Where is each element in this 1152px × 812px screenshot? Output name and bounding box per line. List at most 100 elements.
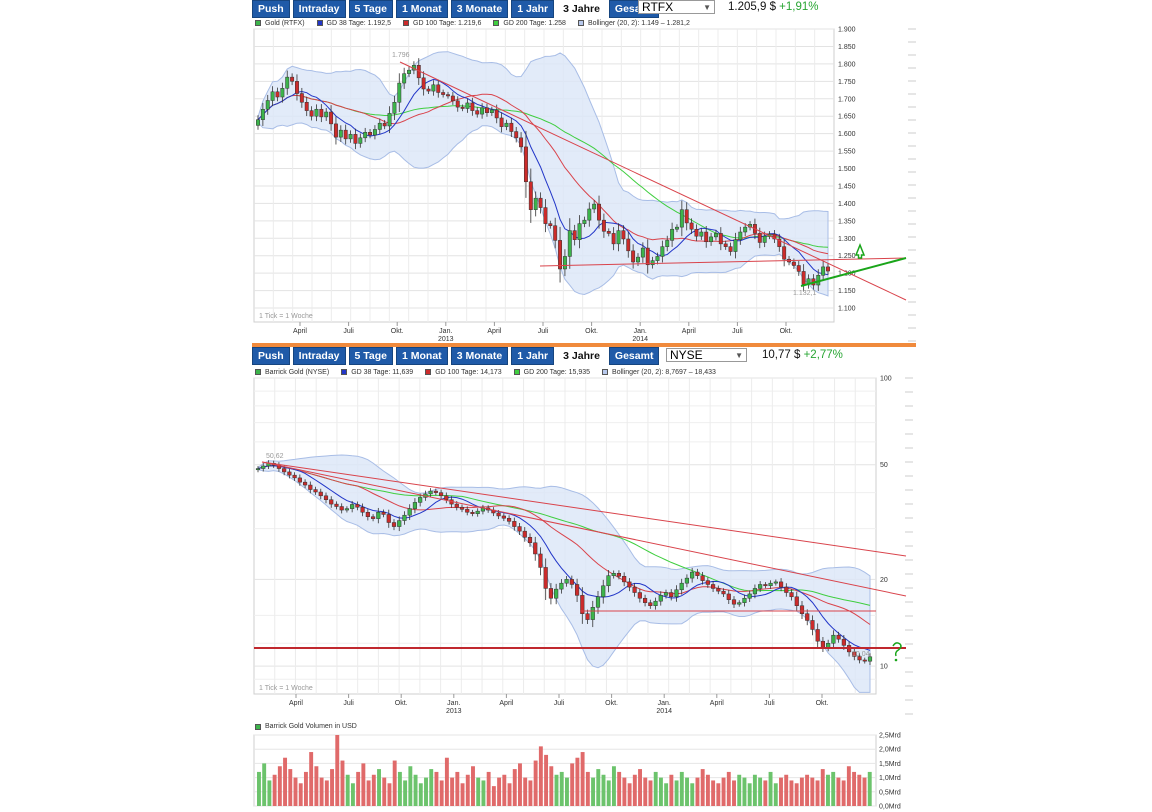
gold-button-1-jahr[interactable]: 1 Jahr <box>511 0 555 18</box>
gold-button-3-jahre[interactable]: 3 Jahre <box>557 0 606 18</box>
candle <box>606 575 611 587</box>
gd100-line <box>257 465 871 625</box>
volume-bar <box>653 771 658 806</box>
candle <box>794 596 799 606</box>
volume-bar <box>288 769 293 806</box>
volume-bar <box>622 777 627 806</box>
barrick-button-1-monat[interactable]: 1 Monat <box>396 347 448 365</box>
volume-label-text: Barrick Gold Volumen in USD <box>265 723 357 730</box>
candle <box>574 584 580 596</box>
year-label: 2014 <box>632 336 648 343</box>
candle <box>653 600 658 606</box>
candle <box>446 94 450 97</box>
volume-bar <box>460 783 465 806</box>
x-tick-label: Jan. <box>447 700 460 707</box>
candle <box>309 110 314 117</box>
candle <box>738 231 743 240</box>
volume-bar <box>267 780 272 806</box>
barrick-button-3-jahre[interactable]: 3 Jahre <box>557 347 606 365</box>
volume-bar <box>277 766 282 806</box>
candle <box>533 542 538 555</box>
gold-button-push[interactable]: Push <box>252 0 290 18</box>
chevron-down-icon: ▼ <box>735 350 743 360</box>
volume-legend-swatch <box>255 723 261 730</box>
volume-bar <box>403 780 408 806</box>
barrick-button-3-monate[interactable]: 3 Monate <box>450 347 509 365</box>
candle <box>665 240 670 247</box>
gold-exchange-select[interactable]: RTFX ▼ <box>638 0 715 14</box>
barrick-button-1-jahr[interactable]: 1 Jahr <box>511 347 555 365</box>
candle <box>421 77 426 90</box>
candle <box>290 76 295 82</box>
candle <box>709 236 714 243</box>
candle <box>512 521 517 527</box>
legend-swatch <box>513 369 520 375</box>
candle <box>611 573 616 576</box>
candle <box>718 233 723 245</box>
gold-button-intraday[interactable]: Intraday <box>292 0 346 18</box>
candle <box>577 223 582 240</box>
candle <box>710 584 716 589</box>
candle <box>559 582 564 590</box>
volume-bar <box>491 786 496 806</box>
gold-button-5-tage[interactable]: 5 Tage <box>348 0 394 18</box>
candle <box>621 230 626 240</box>
candle <box>663 592 669 596</box>
volume-bar <box>293 777 298 806</box>
candle <box>465 509 470 513</box>
volume-bar <box>862 777 867 806</box>
candle <box>862 659 867 662</box>
candle <box>606 231 611 234</box>
chevron-down-icon: ▼ <box>703 2 711 12</box>
candle <box>475 510 480 514</box>
candle <box>713 233 718 238</box>
barrick-button-gesamt[interactable]: Gesamt <box>608 347 660 365</box>
legend-item: Gold (RTFX) <box>255 20 305 27</box>
candle <box>350 504 355 509</box>
barrick-button-push[interactable]: Push <box>252 347 290 365</box>
candle <box>799 605 805 614</box>
candle <box>632 586 637 593</box>
y-tick-label: 1.800 <box>838 61 856 68</box>
barrick-button-5-tage[interactable]: 5 Tage <box>348 347 394 365</box>
candle <box>743 226 748 233</box>
candle <box>329 499 334 505</box>
candle <box>762 235 767 243</box>
gold-button-3-monate[interactable]: 3 Monate <box>450 0 509 18</box>
gold-button-1-monat[interactable]: 1 Monat <box>396 0 448 18</box>
candle <box>376 511 381 519</box>
candle <box>280 88 285 98</box>
volume-bar <box>752 774 757 806</box>
x-tick-label: April <box>293 328 307 335</box>
x-tick-label: April <box>710 700 724 707</box>
candle <box>377 122 382 130</box>
candle <box>728 246 733 252</box>
barrick-price-display: 10,77 $ +2,77% <box>762 349 843 361</box>
candle <box>558 240 563 270</box>
candle <box>402 514 407 521</box>
volume-bar <box>481 780 486 806</box>
y-tick-label: 1,0Mrd <box>879 775 901 782</box>
candle <box>726 593 731 600</box>
candle <box>587 208 592 221</box>
volume-bar <box>309 752 314 806</box>
y-tick-label: 20 <box>880 577 888 584</box>
volume-bar <box>507 783 512 806</box>
candle <box>297 477 302 483</box>
y-tick-label: 1.150 <box>838 288 856 295</box>
trend-line <box>261 461 907 597</box>
candles <box>256 58 830 292</box>
gold-change: +1,91% <box>779 1 819 13</box>
question-mark-dot <box>894 658 898 662</box>
candle <box>407 69 411 74</box>
barrick-button-intraday[interactable]: Intraday <box>292 347 346 365</box>
candle <box>428 490 433 495</box>
y-tick-label: 1.300 <box>838 236 856 243</box>
barrick-exchange-select[interactable]: NYSE ▼ <box>666 348 747 362</box>
barrick-exchange-value: NYSE <box>670 348 703 362</box>
volume-bar <box>366 780 371 806</box>
volume-bar <box>601 774 606 806</box>
volume-bar <box>826 774 830 806</box>
candle <box>631 250 636 263</box>
